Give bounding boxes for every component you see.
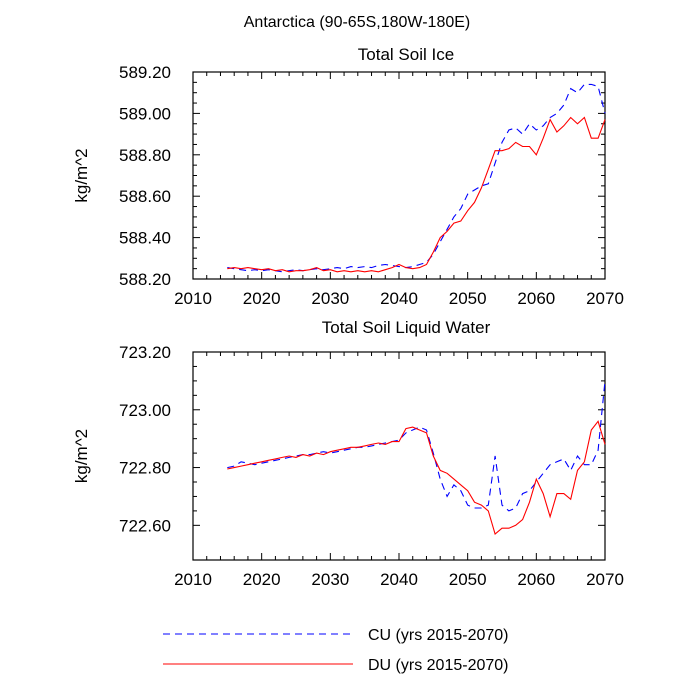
x-tick-label: 2030 [311,570,349,589]
y-tick-label: 588.80 [119,146,171,165]
chart-title: Total Soil Liquid Water [322,318,491,337]
x-tick-label: 2050 [449,570,487,589]
x-tick-label: 2060 [517,289,555,308]
series-line-du [227,420,606,535]
legend-label: DU (yrs 2015-2070) [368,657,509,674]
panel-total-soil-liquid-water: Total Soil Liquid Water 2010 2020 2030 2040 2… [72,318,624,589]
legend: CU (yrs 2015-2070) DU (yrs 2015-2070) [163,627,509,674]
y-axis-label: kg/m^2 [72,148,91,202]
y-tick-label: 588.40 [119,229,171,248]
chart-title: Total Soil Ice [358,45,454,64]
x-tick-label: 2060 [517,570,555,589]
series-line-cu [227,380,606,512]
y-tick-label: 722.60 [119,516,171,535]
y-tick-label: 588.60 [119,187,171,206]
x-tick-label: 2040 [380,289,418,308]
x-tick-label: 2010 [174,570,212,589]
x-tick-label: 2020 [243,570,281,589]
figure-title: Antarctica (90-65S,180W-180E) [244,14,470,31]
plot-frame [192,71,606,280]
y-tick-label: 723.20 [119,343,171,362]
x-tick-label: 2030 [311,289,349,308]
series-line-du [227,116,606,273]
x-tick-label: 2070 [586,289,624,308]
y-tick-label: 588.20 [119,270,171,289]
y-tick-label: 589.00 [119,104,171,123]
series-line-cu [227,83,606,273]
y-tick-label: 723.00 [119,401,171,420]
panel-total-soil-ice: Total Soil Ice 2010 2020 2030 2040 2050 2060 20… [72,45,624,308]
y-tick-label: 589.20 [119,63,171,82]
plot-frame [192,351,606,561]
y-axis-label: kg/m^2 [72,429,91,483]
x-tick-label: 2010 [174,289,212,308]
x-tick-label: 2050 [449,289,487,308]
x-tick-label: 2040 [380,570,418,589]
legend-label: CU (yrs 2015-2070) [368,627,509,644]
x-tick-label: 2070 [586,570,624,589]
x-tick-label: 2020 [243,289,281,308]
y-tick-label: 722.80 [119,459,171,478]
